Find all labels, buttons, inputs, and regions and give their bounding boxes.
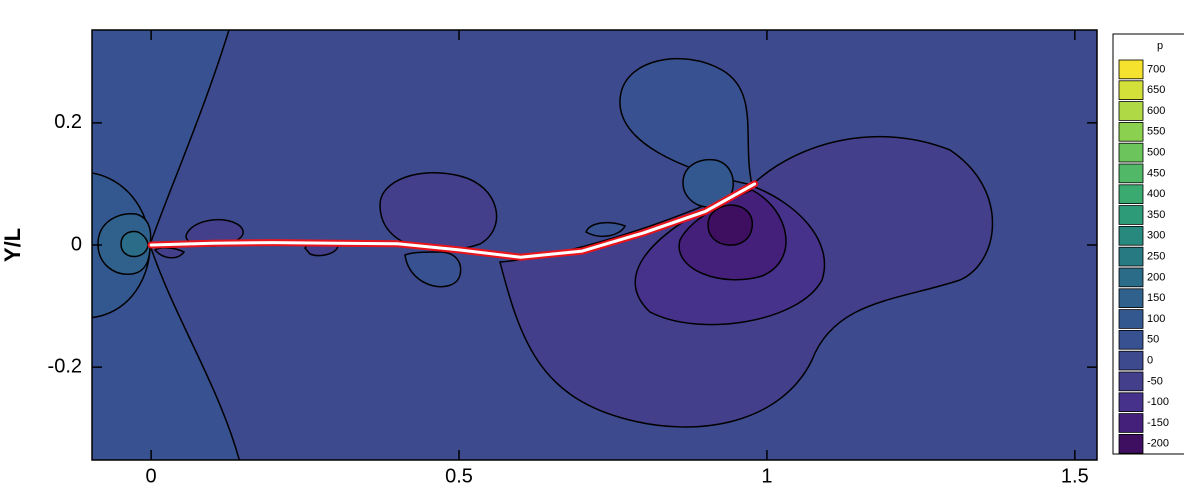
y-tick-label: 0: [71, 233, 82, 255]
colorbar-swatch: [1118, 433, 1144, 454]
x-tick-label: 1.5: [1061, 465, 1089, 485]
y-tick-label: -0.2: [48, 355, 82, 377]
filament: [149, 182, 757, 259]
colorbar-label: 100: [1147, 313, 1165, 325]
plot-area: [92, 30, 1097, 460]
colorbar-label: 50: [1147, 334, 1159, 346]
colorbar-swatch: [1118, 288, 1144, 308]
y-tick-label: 0.2: [54, 111, 82, 133]
colorbar-swatch: [1118, 413, 1144, 433]
colorbar-label: 0: [1147, 355, 1153, 367]
x-tick-label: 1: [761, 465, 772, 485]
contour-region: [682, 158, 734, 208]
colorbar-label: 200: [1147, 271, 1165, 283]
colorbar-label: 700: [1147, 63, 1165, 75]
colorbar-label: -150: [1147, 417, 1169, 429]
colorbar-label: -200: [1147, 438, 1169, 450]
colorbar-swatch: [1118, 225, 1144, 246]
colorbar-swatch: [1118, 205, 1144, 225]
contour-region: [379, 172, 498, 251]
colorbar-swatch: [1118, 371, 1144, 392]
colorbar-swatch: [1118, 309, 1144, 329]
colorbar-swatch: [1118, 267, 1144, 288]
colorbar-label: 500: [1147, 147, 1165, 159]
colorbar-label: -50: [1147, 375, 1163, 387]
colorbar-label: 650: [1147, 84, 1165, 96]
colorbar-swatch: [1118, 329, 1144, 350]
contour-region: [585, 221, 627, 238]
colorbar-label: 250: [1147, 251, 1165, 263]
contour-region: [707, 204, 754, 246]
colorbar-swatch: [1118, 350, 1144, 371]
colorbar-label: 450: [1147, 167, 1165, 179]
colorbar-label: 150: [1147, 292, 1165, 304]
colorbar-swatch: [1118, 122, 1144, 142]
contour-region: [404, 251, 462, 288]
colorbar-label: 400: [1147, 188, 1165, 200]
contour-region: [619, 58, 753, 186]
colorbar-label: -100: [1147, 396, 1169, 408]
colorbar-swatch: [1118, 80, 1144, 101]
colorbar-swatch: [1118, 101, 1144, 121]
y-axis-label: Y/L: [0, 228, 25, 262]
colorbar-label: 300: [1147, 230, 1165, 242]
colorbar-label: 550: [1147, 126, 1165, 138]
colorbar-swatch: [1118, 163, 1144, 184]
contour-region: [120, 230, 149, 258]
colorbar-swatch: [1118, 246, 1144, 267]
colorbar-label: 350: [1147, 209, 1165, 221]
colorbar-swatch: [1118, 142, 1144, 163]
x-tick-label: 0: [146, 465, 157, 485]
colorbar-swatch: [1118, 184, 1144, 205]
colorbar-swatch: [1118, 59, 1144, 80]
colorbar-swatch: [1118, 392, 1144, 412]
x-tick-label: 0.5: [445, 465, 473, 485]
colorbar-title: p: [1157, 40, 1163, 52]
colorbar-label: 600: [1147, 105, 1165, 117]
